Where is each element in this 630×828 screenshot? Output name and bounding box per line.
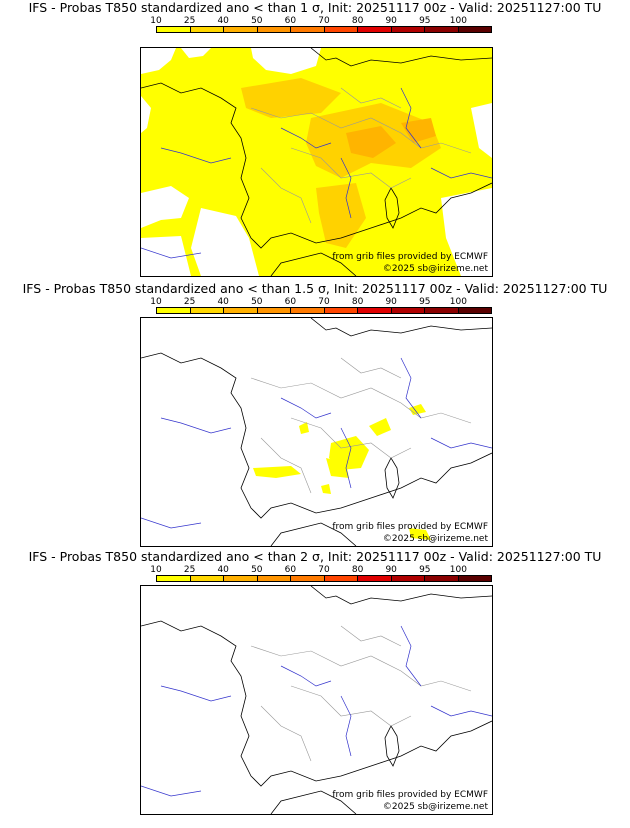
colorbar-tick: 50 [251, 16, 263, 26]
colorbar-segment [458, 308, 491, 313]
colorbar-tick: 60 [284, 16, 297, 26]
map-svg [141, 48, 492, 276]
colorbar-segment [391, 576, 425, 581]
credit-source: from grib files provided by ECMWF [332, 252, 488, 262]
geography-lines [141, 318, 492, 546]
colorbar-tick: 60 [284, 565, 297, 575]
colorbar-segment [224, 27, 258, 32]
colorbar-segment [425, 27, 459, 32]
colorbar-segment [425, 308, 459, 313]
map-svg [141, 586, 492, 814]
colorbar-tick: 70 [318, 565, 330, 575]
colorbar-segment [157, 27, 191, 32]
colorbar-tick: 25 [183, 565, 196, 575]
colorbar-tick: 10 [150, 16, 162, 26]
colorbar-tick: 100 [449, 565, 467, 575]
colorbar-tick: 10 [150, 565, 162, 575]
colorbar-segment [358, 576, 392, 581]
colorbar-tick: 40 [217, 297, 229, 307]
colorbar-tick: 90 [385, 565, 397, 575]
colorbar-segment [425, 576, 459, 581]
panel-1: IFS - Probas T850 standardized ano < tha… [0, 0, 630, 277]
panel-title: IFS - Probas T850 standardized ano < tha… [28, 549, 602, 564]
colorbar-tick: 50 [251, 297, 263, 307]
colorbar-tick: 70 [318, 16, 330, 26]
colorbar-scale [156, 575, 492, 582]
credit-source: from grib files provided by ECMWF [332, 790, 488, 800]
colorbar-tick: 40 [217, 565, 229, 575]
panel-title: IFS - Probas T850 standardized ano < tha… [22, 281, 608, 296]
colorbar-tick: 70 [318, 297, 330, 307]
colorbar-tick: 90 [385, 297, 397, 307]
colorbar-segment [291, 27, 325, 32]
colorbar-segment [291, 308, 325, 313]
colorbar-tick: 95 [419, 16, 431, 26]
panel-3: IFS - Probas T850 standardized ano < tha… [0, 549, 630, 825]
colorbar-segment [157, 576, 191, 581]
colorbar-tick: 50 [251, 565, 263, 575]
colorbar-tick: 80 [351, 297, 364, 307]
colorbar-tick: 90 [385, 16, 397, 26]
colorbar-tick: 80 [351, 565, 364, 575]
colorbar-tick: 95 [419, 297, 431, 307]
colorbar-tick: 25 [183, 16, 196, 26]
colorbar-tick: 25 [183, 297, 196, 307]
credit-copyright: ©2025 sb@irizeme.net [382, 534, 488, 544]
colorbar: 10 25 40 50 60 70 80 90 95 100 [150, 565, 492, 591]
colorbar-segment [190, 27, 224, 32]
colorbar-segment [358, 308, 392, 313]
geography-lines [141, 586, 492, 814]
map-svg [141, 318, 492, 546]
panel-title: IFS - Probas T850 standardized ano < tha… [28, 0, 602, 15]
credit-copyright: ©2025 sb@irizeme.net [382, 264, 488, 274]
colorbar-segment [324, 576, 358, 581]
map-panel-1: from grib files provided by ECMWF ©2025 … [140, 47, 493, 277]
probability-field [253, 404, 431, 540]
colorbar: 10 25 40 50 60 70 80 90 95 100 [150, 16, 492, 42]
map-panel-3: from grib files provided by ECMWF ©2025 … [140, 585, 493, 815]
colorbar-segment [358, 27, 392, 32]
colorbar-segment [257, 576, 291, 581]
colorbar-tick: 100 [449, 297, 467, 307]
colorbar-segment [324, 27, 358, 32]
geography-lines [141, 48, 492, 276]
colorbar-tick: 80 [351, 16, 364, 26]
colorbar-segment [391, 27, 425, 32]
colorbar-segment [224, 308, 258, 313]
colorbar-scale [156, 307, 492, 314]
colorbar-segment [224, 576, 258, 581]
credit-source: from grib files provided by ECMWF [332, 522, 488, 532]
colorbar-segment [391, 308, 425, 313]
colorbar-segment [190, 576, 224, 581]
colorbar-segment [257, 308, 291, 313]
colorbar-tick: 95 [419, 565, 431, 575]
colorbar-segment [157, 308, 191, 313]
colorbar: 10 25 40 50 60 70 80 90 95 100 [150, 297, 492, 323]
colorbar-segment [324, 308, 358, 313]
colorbar-segment [257, 27, 291, 32]
colorbar-segment [458, 27, 491, 32]
colorbar-segment [190, 308, 224, 313]
colorbar-tick: 60 [284, 297, 297, 307]
colorbar-tick: 10 [150, 297, 162, 307]
colorbar-tick: 100 [449, 16, 467, 26]
colorbar-segment [458, 576, 491, 581]
panel-2: IFS - Probas T850 standardized ano < tha… [0, 281, 630, 547]
credit-copyright: ©2025 sb@irizeme.net [382, 802, 488, 812]
probability-field [141, 48, 492, 276]
colorbar-segment [291, 576, 325, 581]
map-panel-2: from grib files provided by ECMWF ©2025 … [140, 317, 493, 547]
colorbar-tick: 40 [217, 16, 229, 26]
colorbar-scale [156, 26, 492, 33]
